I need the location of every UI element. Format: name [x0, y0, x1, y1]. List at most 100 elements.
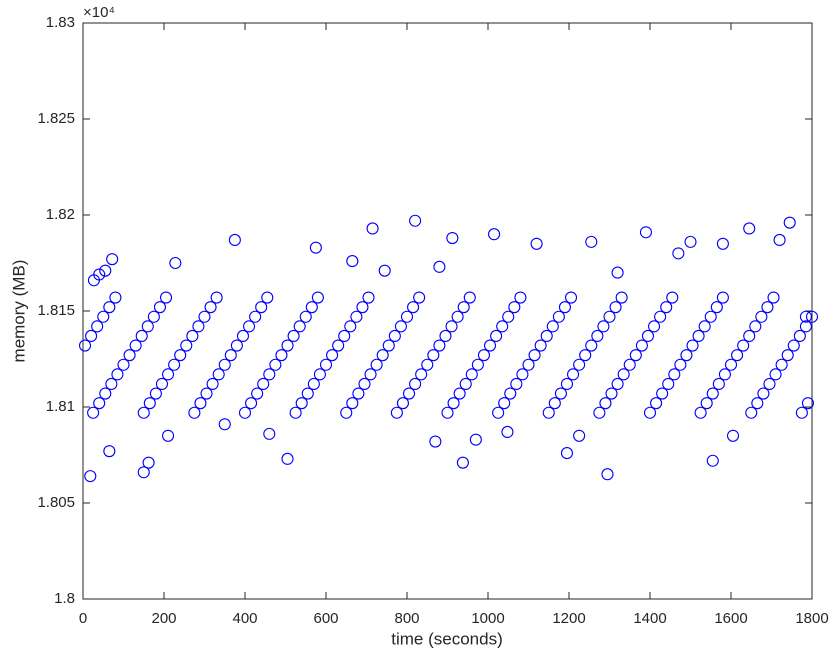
data-point — [492, 406, 505, 419]
data-point — [560, 377, 574, 391]
data-point — [394, 320, 407, 333]
data-point — [611, 377, 624, 391]
data-point — [103, 445, 116, 458]
data-point — [585, 339, 598, 352]
data-point — [510, 377, 523, 391]
data-point — [194, 397, 207, 410]
data-point — [773, 233, 786, 247]
data-point — [724, 358, 738, 371]
y-tick-label: 1.83 — [46, 14, 75, 31]
data-point — [564, 291, 578, 304]
data-point — [429, 435, 442, 448]
data-point — [490, 329, 503, 343]
data-point — [378, 264, 391, 277]
data-point — [654, 310, 667, 323]
data-point — [224, 349, 237, 362]
data-point — [573, 429, 586, 442]
data-point — [471, 358, 484, 371]
data-point — [188, 406, 201, 419]
data-point — [504, 387, 517, 400]
data-point — [198, 310, 211, 323]
data-point — [508, 301, 521, 314]
data-point — [694, 406, 707, 419]
data-point — [530, 237, 543, 250]
data-point — [135, 329, 148, 343]
data-point — [299, 310, 312, 323]
data-point — [488, 228, 501, 241]
data-point — [117, 358, 130, 371]
data-point — [757, 387, 770, 400]
data-point — [514, 291, 527, 304]
data-point — [611, 266, 624, 279]
data-point — [656, 387, 669, 400]
data-point — [147, 310, 160, 323]
data-point — [477, 349, 491, 362]
data-point — [605, 387, 618, 400]
data-point — [793, 329, 806, 343]
data-point — [522, 358, 535, 371]
y-tick-label: 1.8 — [54, 590, 75, 607]
data-point — [751, 397, 764, 410]
data-point — [263, 427, 276, 440]
x-tick-label: 1600 — [714, 610, 747, 627]
data-point — [483, 339, 497, 352]
data-point — [767, 291, 780, 304]
data-point — [287, 329, 300, 343]
data-point — [206, 377, 219, 391]
data-point — [552, 310, 565, 323]
data-point — [799, 310, 812, 323]
data-point — [97, 310, 110, 323]
data-point — [629, 349, 642, 362]
data-point — [421, 358, 434, 371]
data-point — [350, 310, 363, 323]
data-point — [451, 310, 464, 323]
x-tick-label: 200 — [151, 610, 176, 627]
data-point — [761, 301, 774, 314]
x-tick-label: 800 — [394, 610, 419, 627]
data-point — [358, 377, 371, 391]
data-point — [396, 397, 410, 410]
data-point — [400, 310, 414, 323]
data-point — [200, 387, 213, 400]
data-point — [313, 368, 326, 381]
data-point — [441, 406, 454, 419]
data-point — [382, 339, 395, 352]
y-tick-label: 1.805 — [37, 494, 75, 511]
data-point — [388, 329, 401, 343]
data-point — [692, 329, 705, 343]
data-point — [236, 329, 250, 343]
data-point — [218, 358, 231, 371]
data-point — [109, 291, 122, 304]
data-point — [662, 377, 675, 391]
data-point — [743, 329, 756, 343]
data-point — [346, 255, 359, 268]
data-point — [162, 429, 175, 442]
data-point — [366, 222, 379, 235]
data-point — [93, 268, 106, 281]
data-point — [415, 368, 428, 381]
data-point — [755, 310, 768, 323]
data-point — [307, 377, 320, 391]
data-point — [409, 377, 422, 391]
data-point — [162, 368, 175, 381]
data-point — [599, 397, 612, 410]
data-point — [407, 301, 420, 314]
data-point — [465, 368, 478, 381]
data-point — [668, 368, 681, 381]
data-point — [99, 387, 112, 400]
data-point — [603, 310, 616, 323]
data-point — [123, 349, 136, 362]
data-point — [516, 368, 529, 381]
data-point — [737, 339, 750, 352]
data-point — [496, 320, 509, 333]
data-point — [601, 468, 614, 481]
data-point — [93, 397, 106, 410]
data-point — [502, 310, 515, 323]
data-point — [712, 377, 725, 391]
data-point — [376, 349, 389, 362]
data-point — [795, 406, 808, 419]
data-point — [542, 406, 555, 419]
data-point — [453, 387, 466, 400]
y-tick-label: 1.815 — [37, 302, 75, 319]
x-tick-label: 1000 — [471, 610, 504, 627]
